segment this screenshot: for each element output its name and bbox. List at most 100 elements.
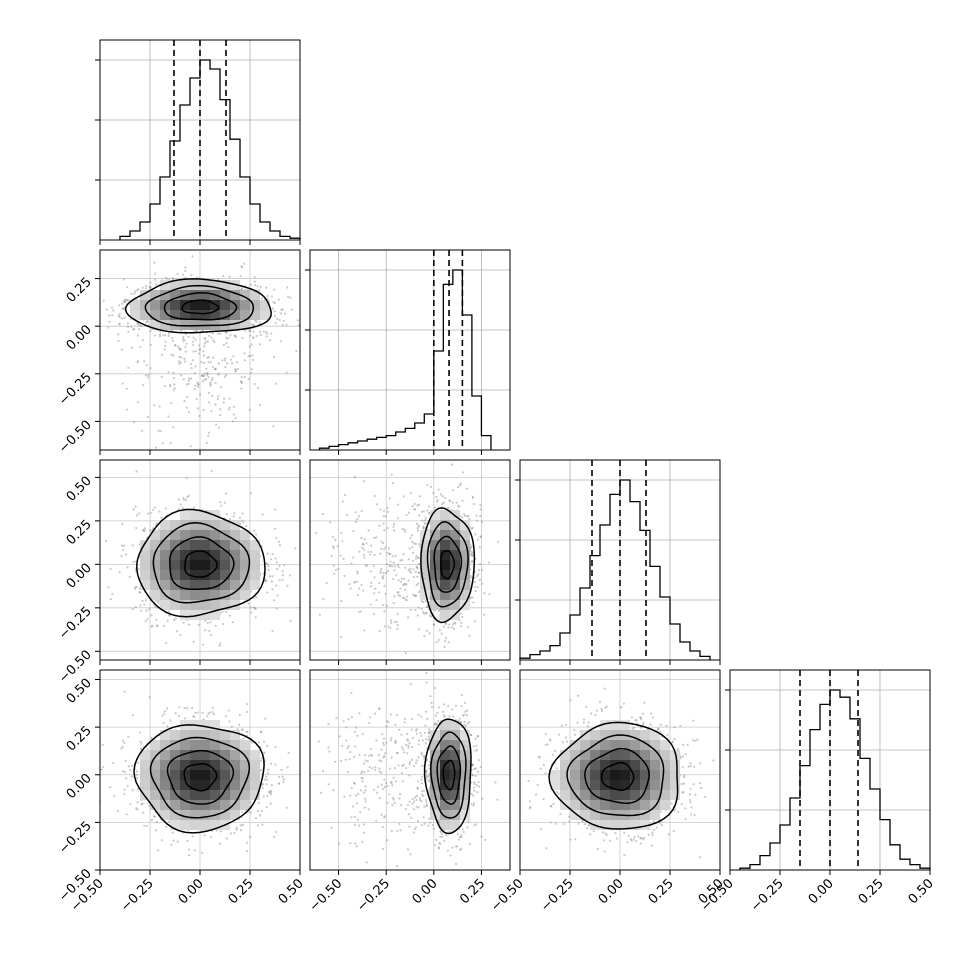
sample-point [193, 372, 196, 375]
sample-point [153, 261, 156, 264]
sample-point [454, 622, 457, 625]
sample-point [141, 599, 144, 603]
sample-point [136, 361, 139, 364]
sample-point [136, 289, 139, 292]
sample-point [449, 500, 452, 503]
density-cell [180, 610, 190, 620]
sample-point [471, 554, 474, 557]
sample-point [258, 403, 261, 407]
sample-point [356, 570, 359, 573]
sample-point [352, 556, 355, 559]
sample-point [155, 624, 158, 628]
sample-point [222, 397, 226, 400]
sample-point [365, 564, 369, 567]
sample-point [373, 536, 376, 540]
density-cell [140, 310, 150, 320]
density-cell [200, 530, 210, 540]
sample-point [451, 501, 455, 504]
hist-panel-0 [95, 39, 301, 241]
sample-point [170, 353, 173, 356]
sample-point [382, 522, 385, 525]
sample-point [179, 348, 182, 351]
sample-point [139, 604, 142, 607]
sample-point [231, 420, 234, 423]
sample-point [266, 794, 269, 798]
sample-point [280, 308, 283, 311]
density-cell [180, 280, 190, 290]
density-cell [180, 590, 190, 600]
density-cell [180, 570, 190, 580]
sample-point [213, 340, 216, 344]
sample-point [361, 546, 364, 549]
sample-point [121, 382, 124, 385]
sample-point [447, 626, 450, 629]
sample-point [389, 553, 392, 556]
sample-point [135, 773, 138, 776]
sample-point [155, 618, 158, 621]
density-cell [460, 580, 470, 590]
sample-point [172, 426, 175, 429]
density-cell [460, 570, 470, 580]
sample-point [236, 367, 240, 371]
sample-point [447, 641, 450, 644]
density-cell [200, 610, 210, 620]
sample-point [404, 652, 408, 655]
sample-point [172, 376, 176, 380]
sample-point [482, 613, 486, 616]
sample-point [374, 587, 377, 590]
sample-point [442, 625, 446, 628]
contour-level-3 [420, 507, 476, 624]
sample-point [200, 360, 203, 364]
sample-point [362, 548, 365, 551]
sample-point [162, 334, 165, 337]
density-cell [240, 570, 250, 580]
sample-point [172, 839, 175, 842]
density-cell [210, 520, 220, 530]
sample-point [459, 514, 462, 518]
density-cell [190, 310, 200, 320]
sample-point [221, 274, 225, 278]
sample-point [342, 557, 345, 561]
sample-point [252, 336, 255, 339]
sample-point [276, 594, 279, 597]
sample-point [201, 851, 204, 854]
sample-point [171, 336, 174, 340]
sample-point [183, 717, 187, 720]
density-cell [160, 310, 170, 320]
sample-point [369, 585, 372, 588]
sample-point [365, 542, 368, 545]
sample-point [414, 570, 417, 573]
sample-point [174, 344, 177, 347]
sample-point [117, 314, 120, 317]
sample-point [378, 524, 381, 527]
sample-point [470, 576, 473, 579]
sample-point [209, 361, 212, 364]
sample-point [196, 385, 200, 388]
sample-point [214, 423, 218, 426]
sample-point [291, 550, 293, 552]
sample-point [234, 368, 237, 371]
sample-point [443, 645, 446, 649]
sample-point [411, 545, 414, 549]
density-cell [440, 570, 450, 580]
sample-point [159, 429, 162, 433]
sample-point [183, 339, 186, 342]
sample-point [214, 367, 217, 371]
sample-point [157, 429, 160, 432]
sample-point [153, 334, 157, 337]
sample-point [157, 528, 160, 531]
sample-point [379, 569, 382, 573]
sample-point [339, 554, 342, 557]
sample-point [277, 540, 280, 543]
sample-point [126, 286, 129, 289]
sample-point [214, 624, 217, 627]
sample-point [388, 552, 391, 555]
sample-point [111, 314, 114, 317]
sample-point [252, 323, 255, 327]
sample-point [412, 575, 416, 579]
sample-point [203, 378, 206, 381]
sample-point [322, 597, 325, 601]
sample-point [393, 595, 396, 598]
density-cell [220, 310, 230, 320]
sample-point [242, 521, 245, 524]
